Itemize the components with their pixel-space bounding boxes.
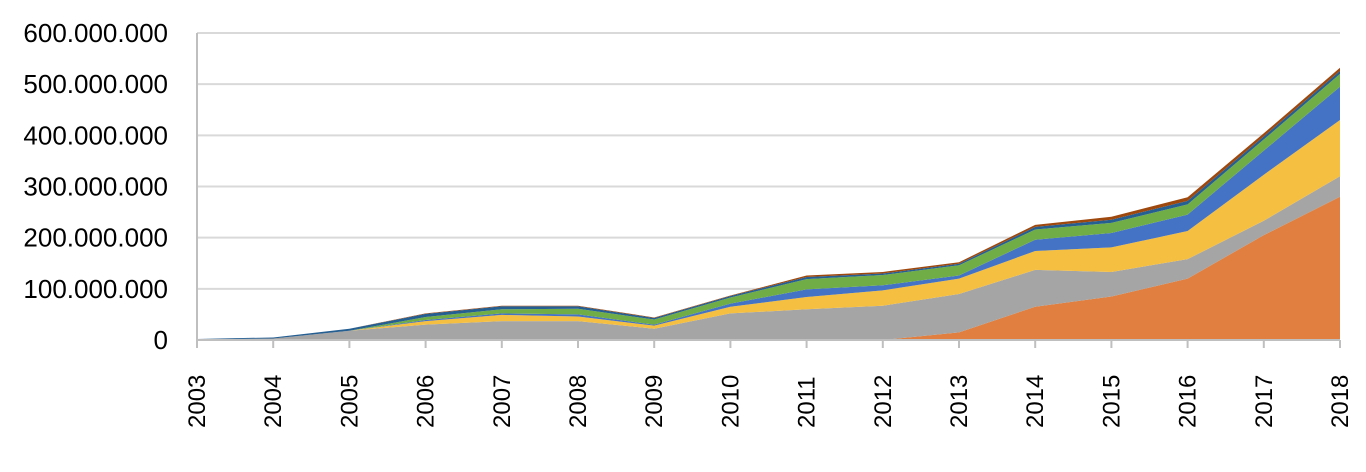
- y-tick-label: 500.000.000: [23, 69, 168, 99]
- y-tick-label: 0: [154, 325, 168, 355]
- x-tick-label: 2009: [641, 375, 668, 428]
- x-tick-label: 2018: [1327, 375, 1354, 428]
- x-tick-label: 2010: [717, 375, 744, 428]
- y-tick-label: 100.000.000: [23, 274, 168, 304]
- x-tick-label: 2006: [413, 375, 440, 428]
- x-tick-label: 2005: [336, 375, 363, 428]
- y-tick-label: 300.000.000: [23, 172, 168, 202]
- y-tick-label: 400.000.000: [23, 120, 168, 150]
- x-tick-label: 2014: [1022, 375, 1049, 428]
- x-tick-label: 2011: [794, 376, 821, 428]
- x-tick-label: 2016: [1175, 375, 1202, 428]
- area-series: [197, 67, 1340, 340]
- x-tick-label: 2012: [870, 375, 897, 428]
- area-series-1: [197, 196, 1340, 340]
- x-tick-label: 2007: [489, 375, 516, 428]
- y-tick-label: 600.000.000: [23, 18, 168, 48]
- area-series-2: [197, 176, 1340, 340]
- x-tick-label: 2008: [565, 375, 592, 428]
- x-tick-label: 2015: [1098, 375, 1125, 428]
- y-tick-label: 200.000.000: [23, 223, 168, 253]
- x-tick-label: 2003: [184, 375, 211, 428]
- x-axis-tick-labels: 2003 2004 2005 2006 2007 2008 2009 2010 2011 2012…: [184, 375, 1354, 428]
- y-axis-tick-labels: 0 100.000.000 200.000.000 300.000.000 400.00…: [23, 18, 168, 355]
- x-tick-label: 2013: [946, 375, 973, 428]
- axes: [196, 33, 1341, 348]
- x-tick-label: 2017: [1251, 375, 1278, 428]
- x-tick-label: 2004: [260, 375, 287, 428]
